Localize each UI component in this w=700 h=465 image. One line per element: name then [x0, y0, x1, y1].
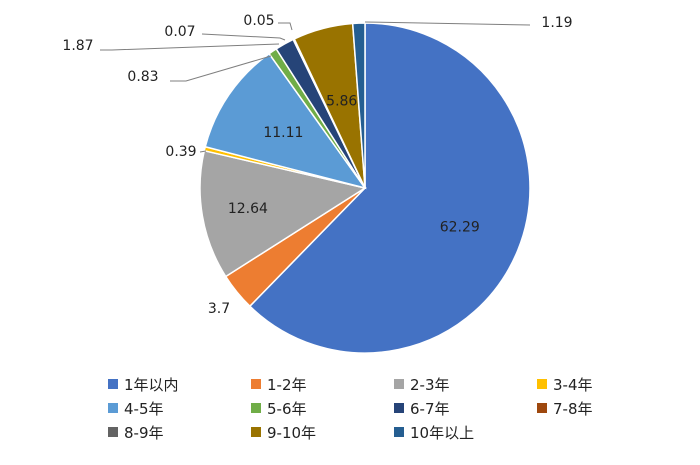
legend-swatch: [251, 379, 261, 389]
data-label: 12.64: [228, 201, 268, 217]
legend-label: 2-3年: [410, 375, 450, 394]
legend-item: 6-7年: [394, 398, 537, 419]
legend-label: 10年以上: [410, 423, 475, 442]
data-label: 11.11: [263, 125, 303, 141]
data-label: 3.7: [208, 301, 230, 317]
legend-item: 2-3年: [394, 374, 537, 395]
leader-line: [201, 33, 286, 41]
legend-label: 7-8年: [553, 399, 593, 418]
legend-label: 9-10年: [267, 423, 317, 442]
legend-swatch: [251, 427, 261, 437]
legend-swatch: [537, 403, 547, 413]
legend-row: 4-5年 5-6年 6-7年 7-8年: [108, 396, 648, 420]
legend-item: 3-4年: [537, 374, 593, 395]
leader-line: [278, 22, 293, 31]
legend-swatch: [108, 427, 118, 437]
legend-item: 10年以上: [394, 422, 474, 443]
legend-label: 3-4年: [553, 375, 593, 394]
legend-label: 4-5年: [124, 399, 164, 418]
legend-item: 4-5年: [108, 398, 251, 419]
data-label: 5.86: [326, 93, 357, 109]
data-label: 0.39: [165, 144, 196, 160]
leader-line: [170, 55, 272, 82]
legend-row: 8-9年 9-10年 10年以上: [108, 420, 648, 444]
legend-item: 7-8年: [537, 398, 593, 419]
data-labels: 62.29 3.7 12.64 0.39 11.11 0.83 1.87 0.07 0.05 5.…: [62, 13, 572, 317]
legend-label: 8-9年: [124, 423, 164, 442]
leader-line: [364, 21, 531, 26]
leader-line: [100, 43, 280, 51]
legend-swatch: [394, 379, 404, 389]
leader-line: [199, 150, 207, 153]
legend-swatch: [394, 427, 404, 437]
data-label: 1.87: [62, 38, 93, 54]
legend-item: 1年以内: [108, 374, 251, 395]
legend-item: 9-10年: [251, 422, 394, 443]
data-label: 0.83: [127, 69, 158, 85]
legend-swatch: [108, 403, 118, 413]
legend-item: 5-6年: [251, 398, 394, 419]
legend-label: 5-6年: [267, 399, 307, 418]
pie-slice: [199, 149, 367, 278]
data-label: 62.29: [440, 220, 480, 236]
leader-lines: [100, 21, 531, 153]
legend-swatch: [108, 379, 118, 389]
legend-label: 1-2年: [267, 375, 307, 394]
legend-item: 8-9年: [108, 422, 251, 443]
data-label: 0.05: [243, 13, 274, 29]
legend-item: 1-2年: [251, 374, 394, 395]
pie-slice: [351, 22, 366, 189]
pie-slice: [248, 22, 531, 354]
data-label: 0.07: [164, 24, 195, 40]
legend-swatch: [394, 403, 404, 413]
legend-label: 6-7年: [410, 399, 450, 418]
legend: 1年以内 1-2年 2-3年 3-4年 4-5年 5-6年 6-7年 7-8年 …: [108, 372, 648, 444]
legend-swatch: [537, 379, 547, 389]
legend-row: 1年以内 1-2年 2-3年 3-4年: [108, 372, 648, 396]
legend-label: 1年以内: [124, 375, 179, 394]
data-label: 1.19: [541, 15, 572, 31]
legend-swatch: [251, 403, 261, 413]
pie-slice: [204, 52, 367, 190]
pie-slices: [199, 22, 531, 354]
